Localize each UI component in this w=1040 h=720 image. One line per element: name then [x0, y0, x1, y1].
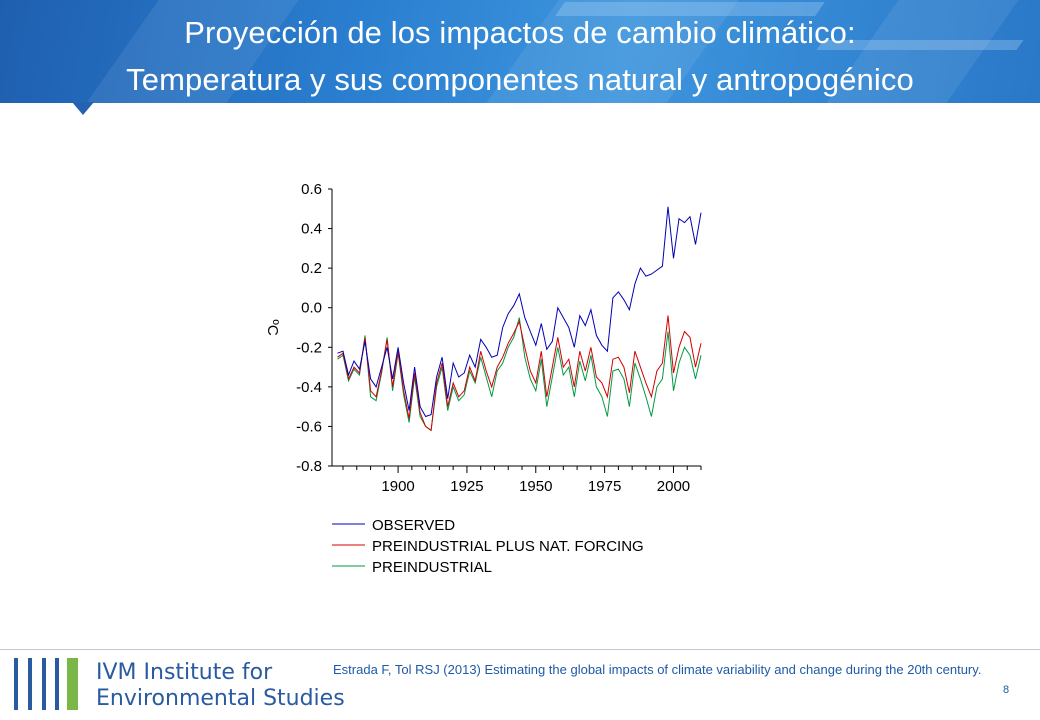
slide-title-line-2: Temperatura y sus componentes natural y … — [126, 62, 914, 97]
x-tick-label: 1925 — [450, 478, 483, 495]
logo-bar-2 — [28, 658, 32, 710]
logo-bar-4 — [55, 658, 59, 710]
temperature-chart: 0.6 0.4 0.2 0.0 -0.2 -0.4 -0.6 -0.8 1900 1925 1950… — [264, 181, 702, 576]
y-tick-label: 0.0 — [301, 300, 322, 317]
logo-bar-1 — [14, 658, 18, 710]
y-tick-label: 0.2 — [301, 260, 322, 277]
banner-pointer — [72, 102, 94, 115]
citation-text: Estrada F, Tol RSJ (2013) Estimating the… — [333, 662, 982, 677]
slide-title-line-1: Proyección de los impactos de cambio cli… — [184, 15, 856, 50]
x-tick-label: 1950 — [519, 478, 552, 495]
legend-label: PREINDUSTRIAL — [372, 559, 492, 576]
logo-text-line-1: IVM Institute for — [96, 660, 273, 685]
series-line-natural-forcing — [337, 315, 702, 432]
page-number: 8 — [1003, 684, 1010, 696]
x-tick-label: 2000 — [657, 478, 690, 495]
legend-label: PREINDUSTRIAL PLUS NAT. FORCING — [372, 538, 644, 555]
y-tick-label: -0.8 — [296, 458, 322, 475]
y-tick-label: -0.4 — [296, 379, 322, 396]
footer-divider — [0, 649, 1040, 650]
y-tick-label: 0.4 — [301, 221, 322, 238]
y-tick-label: -0.2 — [296, 339, 322, 356]
series-line-observed — [337, 206, 702, 418]
x-tick-label: 1900 — [381, 478, 414, 495]
title-banner: Proyección de los impactos de cambio cli… — [0, 0, 1040, 103]
legend-label: OBSERVED — [372, 517, 455, 534]
y-tick-label: -0.6 — [296, 418, 322, 435]
logo-green-block — [67, 658, 78, 710]
logo-bar-3 — [42, 658, 46, 710]
logo-text-line-2: Environmental Studies — [96, 686, 345, 711]
x-tick-label: 1975 — [588, 478, 621, 495]
y-tick-label: 0.6 — [301, 181, 322, 198]
y-axis-label: ºC — [264, 319, 281, 335]
